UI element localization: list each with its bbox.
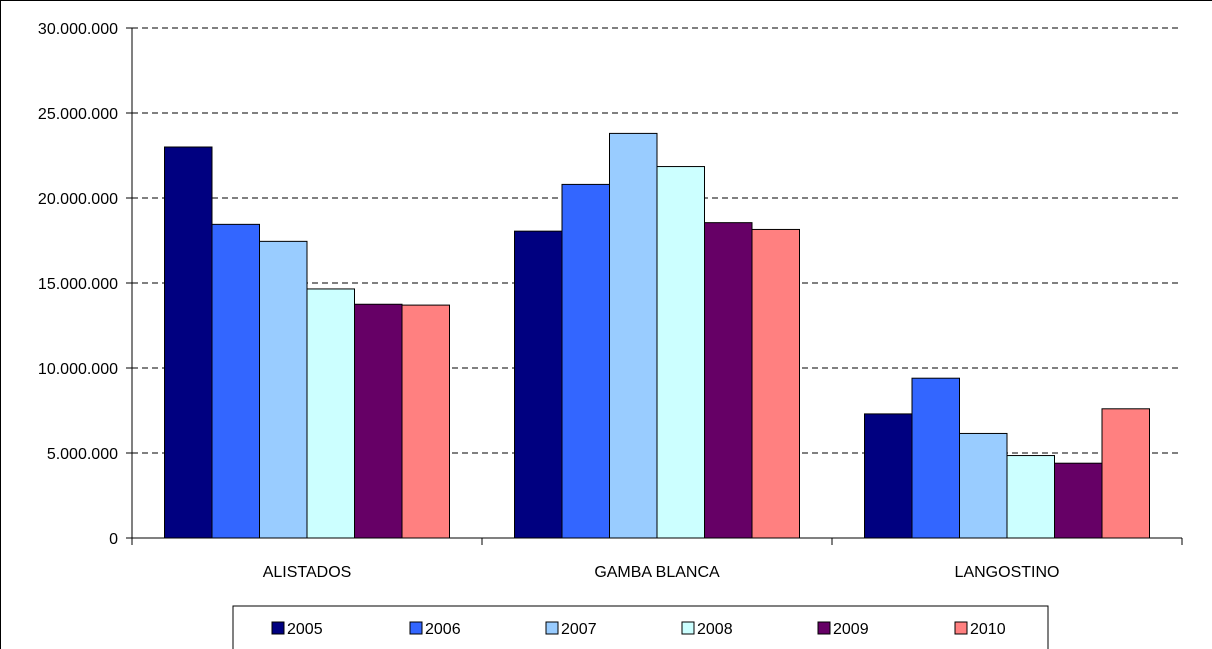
legend-swatch <box>271 621 285 635</box>
legend-swatch <box>681 621 695 635</box>
x-category-label: ALISTADOS <box>263 564 352 581</box>
y-tick-label: 15.000.000 <box>38 276 118 293</box>
bar-2006-gamba-blanca <box>561 183 610 539</box>
bar-2008-alistados <box>306 288 355 539</box>
bar-2009-langostino <box>1054 462 1103 539</box>
y-tick-label: 5.000.000 <box>47 446 118 463</box>
legend-label: 2010 <box>970 621 1006 638</box>
y-tick-label: 10.000.000 <box>38 361 118 378</box>
legend-label: 2005 <box>287 621 323 638</box>
bar-2005-langostino <box>864 413 913 539</box>
legend-swatch <box>954 621 968 635</box>
bar-2009-alistados <box>354 303 403 539</box>
legend-swatch <box>545 621 559 635</box>
bar-2005-alistados <box>164 146 213 539</box>
bar-2005-gamba-blanca <box>514 230 563 539</box>
legend-swatch <box>817 621 831 635</box>
y-tick-label: 25.000.000 <box>38 106 118 123</box>
bar-2008-gamba-blanca <box>656 166 705 539</box>
bar-2008-langostino <box>1006 455 1055 539</box>
y-tick-label: 20.000.000 <box>38 191 118 208</box>
bar-2007-langostino <box>959 432 1008 539</box>
bar-2006-langostino <box>911 377 960 539</box>
bar-2010-alistados <box>401 304 450 539</box>
bar-2006-alistados <box>211 223 260 539</box>
bar-2010-langostino <box>1101 408 1150 539</box>
legend <box>232 605 1049 649</box>
bar-2007-gamba-blanca <box>609 132 658 539</box>
bar-2010-gamba-blanca <box>751 228 800 539</box>
bar-2007-alistados <box>259 240 308 539</box>
legend-label: 2007 <box>561 621 597 638</box>
x-category-label: LANGOSTINO <box>955 564 1060 581</box>
legend-label: 2006 <box>425 621 461 638</box>
x-category-label: GAMBA BLANCA <box>594 564 720 581</box>
bar-2009-gamba-blanca <box>704 222 753 539</box>
legend-label: 2009 <box>833 621 869 638</box>
legend-label: 2008 <box>697 621 733 638</box>
y-tick-label: 0 <box>109 531 118 548</box>
legend-swatch <box>409 621 423 635</box>
y-tick-label: 30.000.000 <box>38 21 118 38</box>
